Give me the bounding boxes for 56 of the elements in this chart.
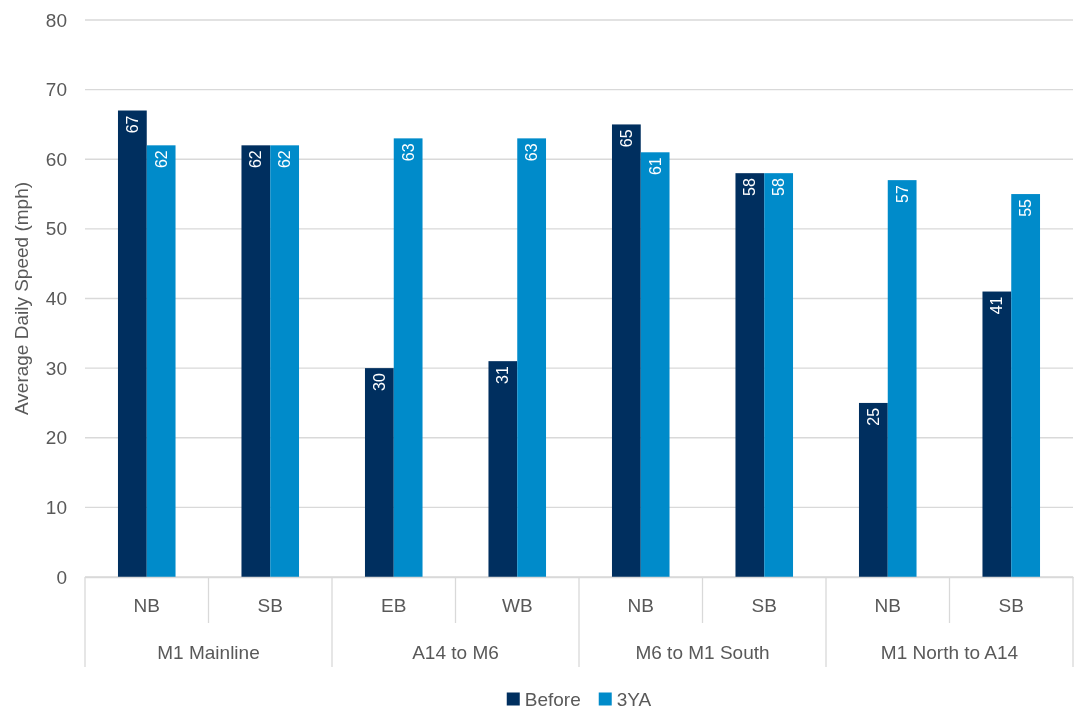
y-tick-label: 0	[56, 566, 67, 588]
y-tick-label: 30	[45, 357, 67, 379]
x-tick-label: NB	[874, 595, 901, 617]
bar	[393, 138, 423, 577]
y-tick-label: 10	[45, 496, 67, 518]
y-tick-label: 50	[45, 218, 67, 240]
x-tick-label: EB	[381, 595, 407, 617]
data-label: 62	[276, 150, 294, 169]
data-label: 41	[988, 296, 1006, 315]
data-label: 31	[494, 366, 512, 384]
data-label: 25	[864, 407, 882, 426]
y-tick-label: 70	[45, 79, 67, 101]
bar	[146, 145, 176, 577]
x-tick-label: SB	[998, 595, 1024, 617]
bar	[764, 173, 794, 577]
y-tick-label: 40	[45, 288, 67, 310]
legend-label: 3YA	[616, 688, 652, 710]
y-axis-title: Average Daily Speed (mph)	[10, 181, 32, 416]
data-label: 30	[370, 373, 388, 391]
text: M6 to M1 South	[635, 641, 770, 663]
bar	[241, 145, 271, 577]
data-label: 55	[1017, 198, 1035, 217]
data-label: 65	[617, 129, 635, 148]
data-label: 62	[152, 150, 170, 169]
data-label: 61	[646, 157, 664, 176]
data-label: 57	[893, 185, 911, 203]
data-label: 63	[399, 143, 417, 162]
bar	[887, 180, 917, 577]
bar	[735, 173, 765, 577]
bar	[982, 291, 1012, 577]
x-tick-label: SB	[751, 595, 777, 617]
data-label: 67	[123, 115, 141, 134]
bar	[117, 110, 147, 577]
bar	[488, 361, 518, 577]
bar	[517, 138, 547, 577]
data-label: 58	[741, 178, 759, 196]
text: M1 North to A14	[880, 641, 1019, 663]
y-tick-label: 80	[45, 9, 67, 31]
bar	[858, 402, 888, 577]
x-tick-label: SB	[257, 595, 283, 617]
bar	[640, 152, 670, 577]
text: A14 to M6	[412, 641, 499, 663]
bar	[270, 145, 300, 577]
data-label: 63	[523, 143, 541, 162]
legend-label: Before	[524, 688, 581, 710]
y-tick-label: 60	[45, 148, 67, 170]
data-label: 62	[247, 150, 265, 169]
y-tick-label: 20	[45, 427, 67, 449]
x-tick-label: WB	[501, 595, 533, 617]
bar	[611, 124, 641, 577]
x-tick-label: NB	[133, 595, 160, 617]
bar	[1011, 194, 1041, 577]
text: M1 Mainline	[157, 641, 260, 663]
bar	[364, 368, 394, 577]
data-label: 58	[770, 178, 788, 196]
x-tick-label: NB	[627, 595, 654, 617]
